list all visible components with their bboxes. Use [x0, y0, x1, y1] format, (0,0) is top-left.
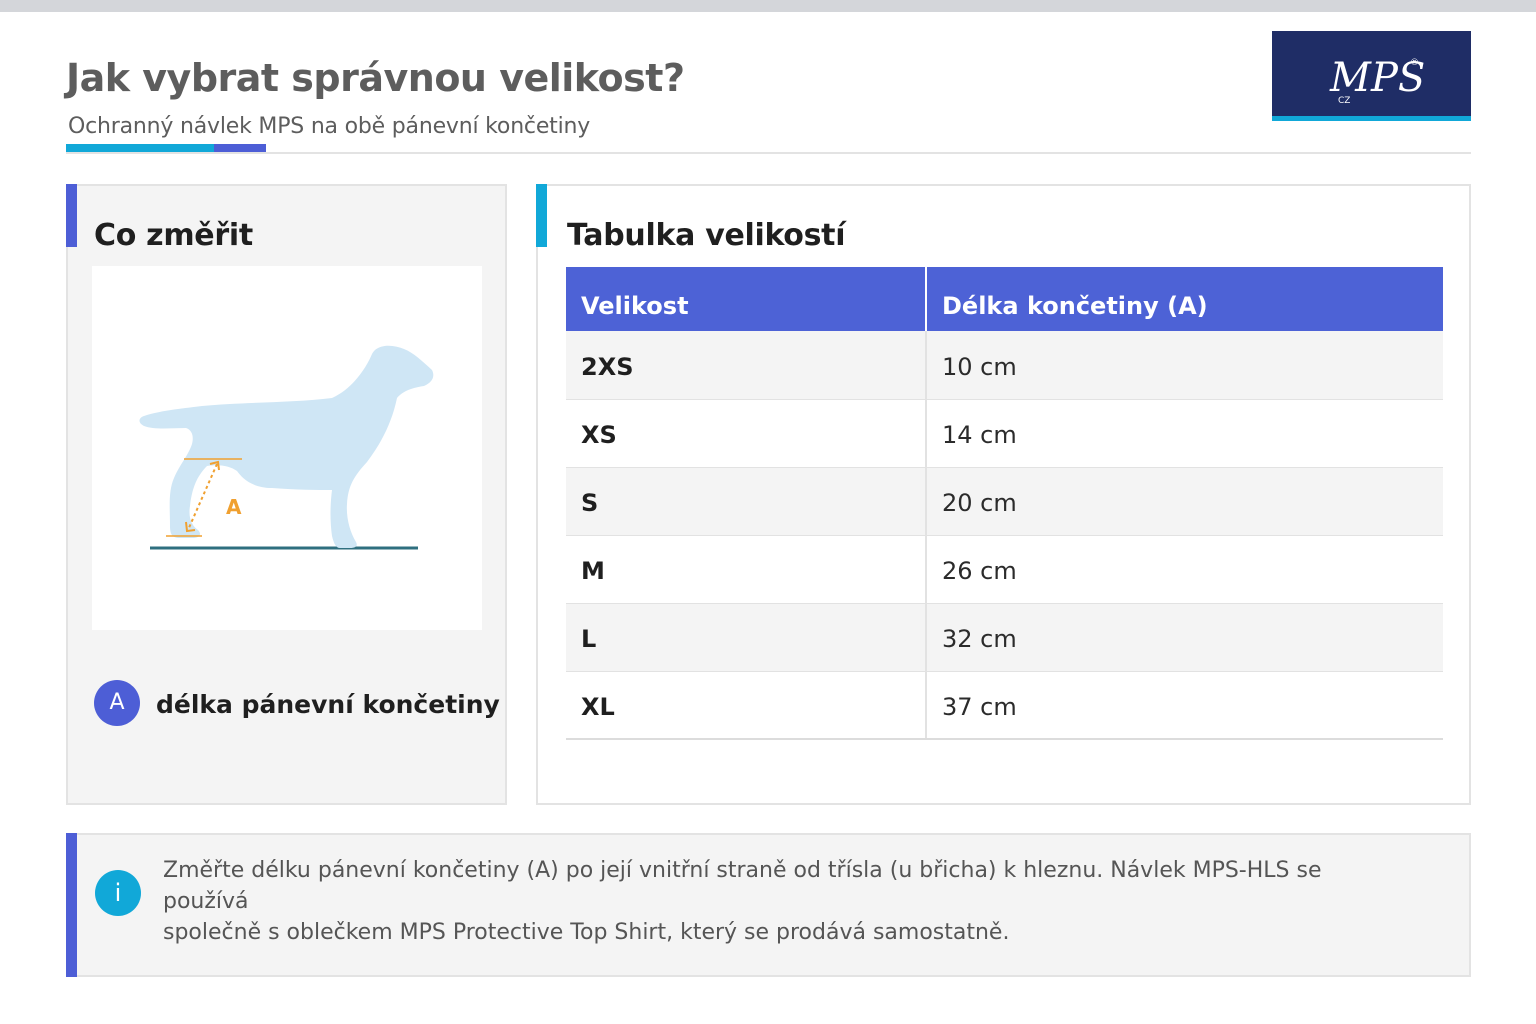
logo-registered-mark: ® — [1410, 58, 1419, 68]
size-chart-card: Tabulka velikostí Velikost Délka končeti… — [536, 184, 1471, 805]
info-icon: i — [95, 870, 141, 916]
info-text-line-2: společně s oblečkem MPS Protective Top S… — [163, 920, 1010, 945]
brand-logo: MPS CZ ® — [1272, 31, 1471, 121]
table-row: 2XS 10 cm — [566, 331, 1443, 400]
logo-small-text: CZ — [1338, 96, 1350, 106]
legend-label: délka pánevní končetiny — [156, 690, 500, 719]
measure-card: Co změřit A A délka pánevní končetiny — [66, 184, 507, 805]
dog-measurement-illustration: A — [92, 266, 482, 630]
size-chart-title: Tabulka velikostí — [567, 218, 846, 253]
size-cell: 2XS — [566, 331, 927, 400]
legend-badge: A — [94, 680, 140, 726]
logo-text: MPS — [1329, 55, 1425, 101]
size-chart-accent — [536, 184, 547, 247]
size-cell: XL — [566, 671, 927, 740]
length-cell: 37 cm — [926, 671, 1443, 740]
measure-arrow-line — [187, 463, 218, 531]
table-row: S 20 cm — [566, 467, 1443, 536]
column-header-length: Délka končetiny (A) — [926, 267, 1443, 331]
size-cell: M — [566, 535, 927, 604]
info-text-line-1: Změřte délku pánevní končetiny (A) po je… — [163, 858, 1322, 914]
header-accent-blue — [214, 144, 266, 152]
length-cell: 26 cm — [926, 535, 1443, 604]
header-divider — [66, 152, 1471, 154]
table-header-row: Velikost Délka končetiny (A) — [566, 267, 1443, 331]
table-row: L 32 cm — [566, 603, 1443, 672]
length-cell: 32 cm — [926, 603, 1443, 672]
length-cell: 20 cm — [926, 467, 1443, 536]
length-cell: 10 cm — [926, 331, 1443, 400]
table-row: XL 37 cm — [566, 671, 1443, 740]
length-cell: 14 cm — [926, 399, 1443, 468]
measure-card-accent — [66, 184, 77, 247]
top-strip — [0, 0, 1536, 12]
page-title: Jak vybrat správnou velikost? — [66, 56, 685, 100]
measure-marker-label: A — [226, 495, 242, 519]
size-cell: L — [566, 603, 927, 672]
header-accent-cyan — [66, 144, 214, 152]
info-note-accent — [66, 833, 77, 977]
table-row: XS 14 cm — [566, 399, 1443, 468]
table-row: M 26 cm — [566, 535, 1443, 604]
info-text: Změřte délku pánevní končetiny (A) po je… — [163, 855, 1393, 948]
measure-arrow-head-top — [209, 460, 220, 471]
measure-card-title: Co změřit — [94, 218, 253, 253]
dog-silhouette-icon — [139, 345, 434, 548]
size-cell: XS — [566, 399, 927, 468]
column-header-size: Velikost — [566, 267, 927, 331]
size-table: Velikost Délka končetiny (A) 2XS 10 cm X… — [566, 267, 1443, 740]
size-cell: S — [566, 467, 927, 536]
page-subtitle: Ochranný návlek MPS na obě pánevní konče… — [68, 114, 591, 139]
info-note: i Změřte délku pánevní končetiny (A) po … — [66, 833, 1471, 977]
measure-arrow-head-bottom — [185, 521, 196, 533]
